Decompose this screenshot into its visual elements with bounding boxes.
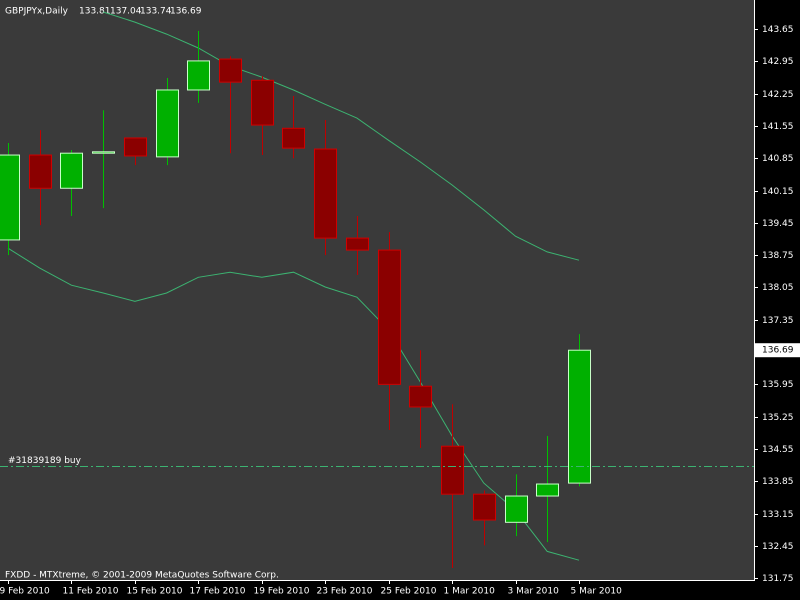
y-tick-label: 138.05 xyxy=(762,283,794,293)
x-tick-label: 11 Feb 2010 xyxy=(63,587,119,597)
y-tick-label: 134.55 xyxy=(762,445,794,455)
moving-average-line xyxy=(103,11,580,261)
candle-body xyxy=(92,151,115,154)
candle-body xyxy=(378,249,401,385)
candle-body xyxy=(124,137,147,157)
candle-body xyxy=(282,127,305,149)
candle-body xyxy=(346,237,369,251)
x-tick-label: 25 Feb 2010 xyxy=(381,587,437,597)
candle-body xyxy=(568,349,591,484)
plot-area xyxy=(0,0,754,580)
x-tick-label: 5 Mar 2010 xyxy=(571,587,623,597)
y-tick-label: 135.25 xyxy=(762,413,794,423)
candle-body xyxy=(409,385,432,408)
y-tick-label: 137.35 xyxy=(762,316,794,326)
y-tick-label: 139.45 xyxy=(762,219,794,229)
price-box xyxy=(755,343,800,358)
header-open: 133.81 xyxy=(79,7,111,17)
x-tick-label: 9 Feb 2010 xyxy=(0,587,50,597)
x-tick-label: 1 Mar 2010 xyxy=(444,587,496,597)
candle-body xyxy=(60,152,83,189)
order-label: #31839189 buy xyxy=(8,456,82,466)
candle-body xyxy=(536,483,559,497)
symbol-title: GBPJPYx,Daily xyxy=(5,7,69,17)
header-high: 137.04 xyxy=(110,7,142,17)
candle-body xyxy=(187,60,210,91)
y-tick-label: 131.75 xyxy=(762,574,794,584)
x-tick-label: 17 Feb 2010 xyxy=(190,587,246,597)
y-tick-label: 141.55 xyxy=(762,122,794,132)
copyright: FXDD - MTXtreme, © 2001-2009 MetaQuotes … xyxy=(5,571,279,581)
candle-body xyxy=(0,154,20,241)
y-tick-label: 142.25 xyxy=(762,90,794,100)
current-price-label: 136.69 xyxy=(762,346,794,356)
x-tick-label: 3 Mar 2010 xyxy=(508,587,560,597)
x-tick-label: 19 Feb 2010 xyxy=(254,587,310,597)
y-tick-label: 133.85 xyxy=(762,477,794,487)
y-tick-label: 138.75 xyxy=(762,251,794,261)
y-tick-label: 142.95 xyxy=(762,57,794,67)
header-low: 133.74 xyxy=(140,7,172,17)
moving-average-line xyxy=(7,247,580,561)
y-tick-label: 140.85 xyxy=(762,154,794,164)
y-tick-label: 132.45 xyxy=(762,542,794,552)
y-tick-label: 143.65 xyxy=(762,25,794,35)
y-tick-label: 135.95 xyxy=(762,380,794,390)
candle-body xyxy=(473,493,496,521)
x-tick-label: 23 Feb 2010 xyxy=(317,587,373,597)
candle-body xyxy=(505,495,528,523)
candle-body xyxy=(314,148,337,239)
candle-body xyxy=(29,154,52,189)
candle-body xyxy=(251,79,274,126)
candle-body xyxy=(156,89,179,158)
y-tick-label: 133.15 xyxy=(762,510,794,520)
x-tick-label: 15 Feb 2010 xyxy=(127,587,183,597)
candle-body xyxy=(219,58,242,83)
y-tick-label: 140.15 xyxy=(762,187,794,197)
header-close: 136.69 xyxy=(170,7,202,17)
candle-body xyxy=(441,445,464,495)
